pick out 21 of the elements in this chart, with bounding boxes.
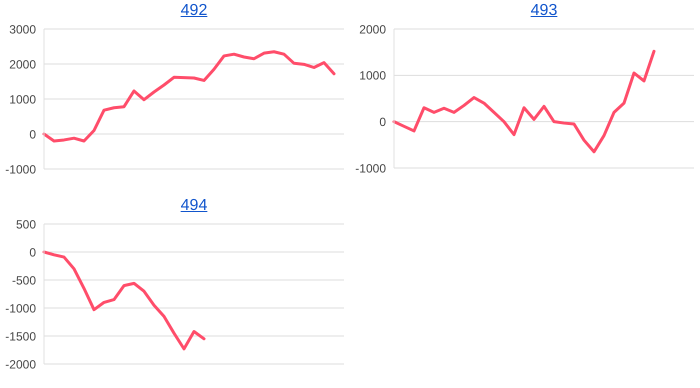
chart-title: 492 [180, 2, 208, 20]
y-tick-label: 0 [29, 245, 36, 260]
y-tick-label: 1000 [359, 68, 386, 83]
y-tick-label: -1500 [5, 329, 36, 344]
y-tick-label: 3000 [9, 22, 36, 36]
y-tick-label: -500 [12, 273, 36, 288]
line-series [42, 50, 336, 142]
line-series [42, 250, 206, 350]
line-series [392, 50, 656, 154]
y-tick-label: -2000 [5, 357, 36, 372]
chart-title: 494 [180, 197, 208, 215]
y-tick-label: 2000 [9, 57, 36, 72]
chart-title: 493 [530, 2, 558, 20]
y-tick-label: -1000 [5, 162, 36, 176]
y-tick-label: 1000 [9, 92, 36, 106]
y-tick-label: 0 [379, 114, 386, 129]
y-tick-label: 2000 [359, 22, 386, 36]
y-tick-label: 0 [29, 127, 36, 142]
y-tick-label: -1000 [5, 301, 36, 316]
y-tick-label: -1000 [355, 161, 386, 176]
y-tick-label: 500 [16, 217, 36, 232]
